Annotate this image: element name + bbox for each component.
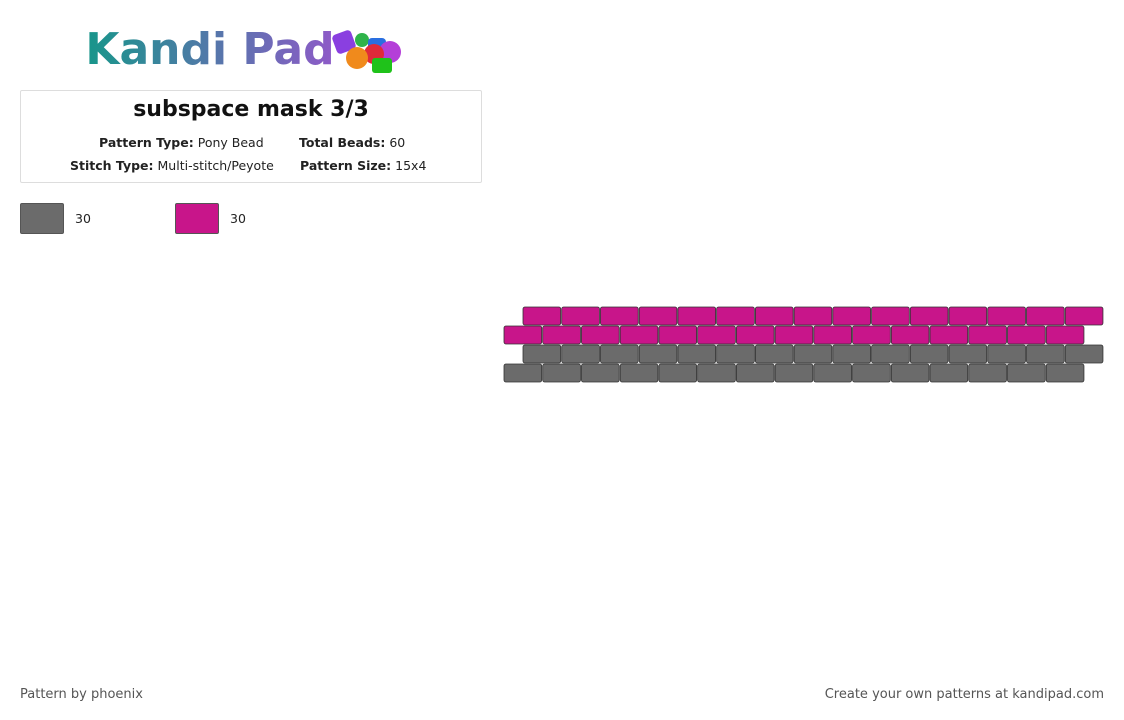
bead	[1045, 363, 1085, 383]
bead	[852, 363, 891, 383]
bead	[987, 344, 1026, 364]
bead	[774, 325, 814, 345]
bead	[619, 325, 659, 345]
bead	[1007, 363, 1046, 383]
bead	[890, 325, 930, 345]
bead-count: 30	[75, 211, 91, 226]
bead	[522, 344, 562, 364]
bead	[968, 325, 1007, 345]
bead	[619, 363, 659, 383]
field-value: 60	[389, 135, 406, 150]
logo-icon	[332, 30, 401, 73]
bead	[503, 325, 543, 345]
bead	[658, 325, 698, 345]
bead	[581, 363, 620, 383]
bead	[561, 306, 600, 326]
bead	[697, 363, 736, 383]
bead	[716, 344, 755, 364]
bead	[813, 325, 852, 345]
bead	[716, 306, 755, 326]
bead	[987, 306, 1026, 326]
field-label: Total Beads:	[299, 135, 386, 150]
footer-link: Create your own patterns at kandipad.com	[824, 687, 1104, 702]
bead	[929, 363, 969, 383]
bead	[871, 306, 910, 326]
field: Pattern Size: 15x4	[300, 158, 426, 173]
bead	[658, 363, 698, 383]
bead	[890, 363, 930, 383]
bead	[1045, 325, 1085, 345]
bead	[871, 344, 910, 364]
bead	[1026, 344, 1065, 364]
bead	[832, 344, 871, 364]
bead	[754, 344, 794, 364]
bead	[522, 306, 562, 326]
bead	[542, 363, 581, 383]
bead	[909, 344, 949, 364]
bead	[793, 306, 833, 326]
field-value: 15x4	[395, 158, 427, 173]
bead	[774, 363, 814, 383]
field-label: Pattern Type:	[99, 135, 194, 150]
bead	[677, 306, 717, 326]
footer-credit: Pattern by phoenix	[20, 687, 143, 702]
bead	[909, 306, 949, 326]
pattern-title: subspace mask 3/3	[133, 97, 369, 122]
field: Stitch Type: Multi-stitch/Peyote	[70, 158, 274, 173]
bead	[929, 325, 969, 345]
bead	[581, 325, 620, 345]
field-label: Stitch Type:	[70, 158, 154, 173]
bead	[1007, 325, 1046, 345]
bead	[697, 325, 736, 345]
logo-text: Kandi Pad	[85, 24, 334, 75]
bead	[1026, 306, 1065, 326]
field-value: Pony Bead	[197, 135, 264, 150]
field: Total Beads: 60	[299, 135, 405, 150]
bead	[852, 325, 891, 345]
bead	[638, 306, 678, 326]
bead	[503, 363, 543, 383]
bead	[832, 306, 871, 326]
bead-count: 30	[230, 211, 246, 226]
bead	[677, 344, 717, 364]
field: Pattern Type: Pony Bead	[99, 135, 264, 150]
bead	[1064, 344, 1104, 364]
bead	[638, 344, 678, 364]
bead	[948, 344, 988, 364]
color-swatch	[175, 203, 219, 234]
bead	[600, 344, 639, 364]
bead	[561, 344, 600, 364]
bead	[1064, 306, 1104, 326]
color-swatch	[20, 203, 64, 234]
bead	[948, 306, 988, 326]
field-label: Pattern Size:	[300, 158, 392, 173]
bead-pattern	[503, 306, 1104, 383]
info-card: subspace mask 3/3 Pattern Type: Pony Bead…	[20, 90, 482, 183]
field-value: Multi-stitch/Peyote	[157, 158, 274, 173]
bead	[813, 363, 852, 383]
bead	[968, 363, 1007, 383]
bead	[793, 344, 833, 364]
logo: Kandi Pad	[85, 24, 401, 75]
bead	[735, 363, 775, 383]
bead	[600, 306, 639, 326]
bead	[542, 325, 581, 345]
bead	[754, 306, 794, 326]
bead	[735, 325, 775, 345]
